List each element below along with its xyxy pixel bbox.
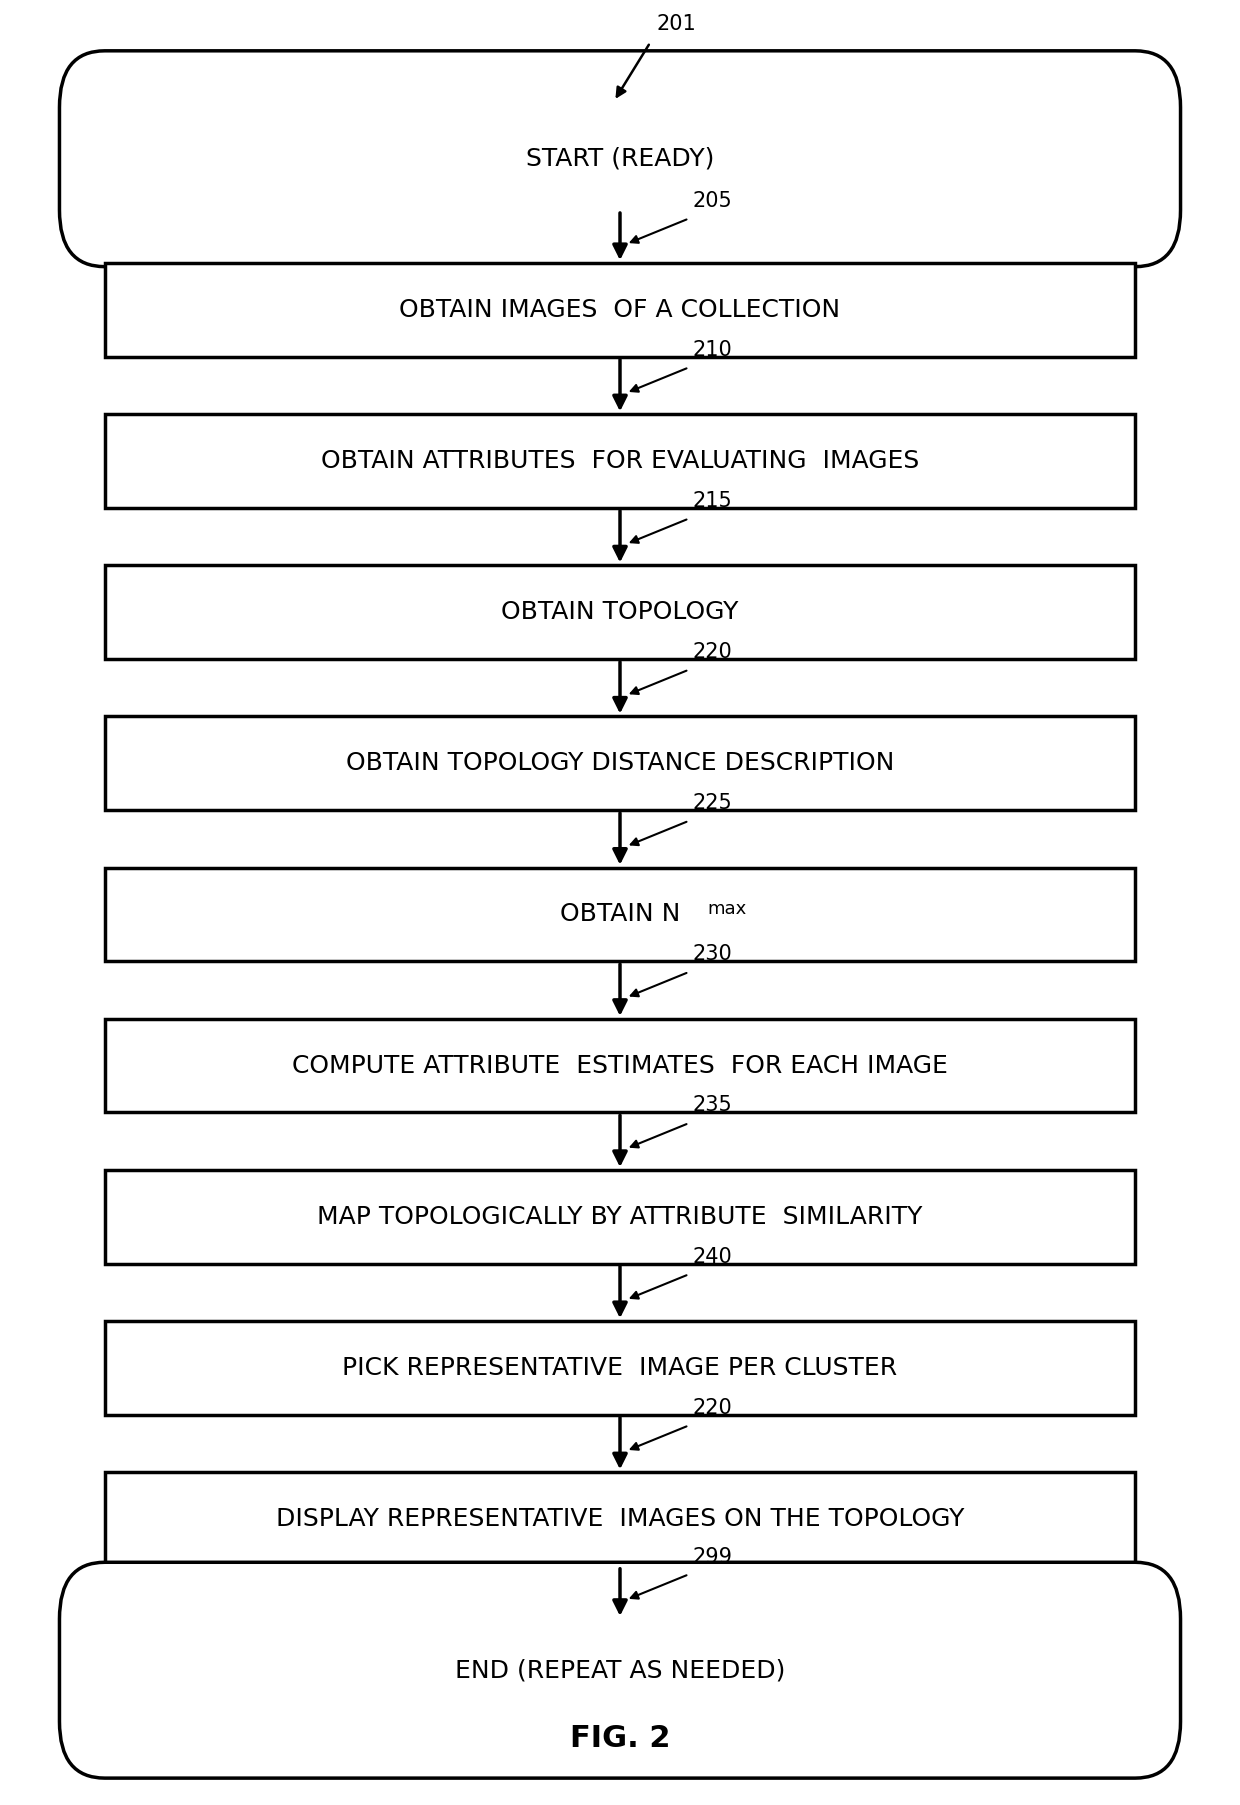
Text: 215: 215 xyxy=(693,491,733,511)
Bar xyxy=(105,1473,1135,1567)
Text: 299: 299 xyxy=(693,1547,733,1567)
Text: OBTAIN ATTRIBUTES  FOR EVALUATING  IMAGES: OBTAIN ATTRIBUTES FOR EVALUATING IMAGES xyxy=(321,449,919,473)
Bar xyxy=(105,413,1135,507)
Text: 201: 201 xyxy=(656,14,696,34)
Bar xyxy=(105,717,1135,810)
Bar xyxy=(105,868,1135,962)
Text: OBTAIN TOPOLOGY DISTANCE DESCRIPTION: OBTAIN TOPOLOGY DISTANCE DESCRIPTION xyxy=(346,751,894,776)
Text: 235: 235 xyxy=(693,1096,733,1115)
Text: 225: 225 xyxy=(693,792,733,814)
Bar xyxy=(105,565,1135,659)
Text: OBTAIN N: OBTAIN N xyxy=(559,902,681,926)
Text: 205: 205 xyxy=(693,191,733,211)
Bar xyxy=(105,264,1135,357)
FancyBboxPatch shape xyxy=(60,51,1180,267)
Text: FIG. 2: FIG. 2 xyxy=(569,1724,671,1753)
Text: COMPUTE ATTRIBUTE  ESTIMATES  FOR EACH IMAGE: COMPUTE ATTRIBUTE ESTIMATES FOR EACH IMA… xyxy=(293,1054,947,1078)
Text: 230: 230 xyxy=(693,944,733,964)
Bar xyxy=(105,1321,1135,1415)
Text: max: max xyxy=(707,901,746,919)
Text: MAP TOPOLOGICALLY BY ATTRIBUTE  SIMILARITY: MAP TOPOLOGICALLY BY ATTRIBUTE SIMILARIT… xyxy=(317,1204,923,1229)
Text: DISPLAY REPRESENTATIVE  IMAGES ON THE TOPOLOGY: DISPLAY REPRESENTATIVE IMAGES ON THE TOP… xyxy=(275,1507,965,1531)
Text: OBTAIN TOPOLOGY: OBTAIN TOPOLOGY xyxy=(501,601,739,625)
Text: START (READY): START (READY) xyxy=(526,146,714,171)
Text: 240: 240 xyxy=(693,1247,733,1267)
Text: END (REPEAT AS NEEDED): END (REPEAT AS NEEDED) xyxy=(455,1659,785,1682)
Text: OBTAIN IMAGES  OF A COLLECTION: OBTAIN IMAGES OF A COLLECTION xyxy=(399,298,841,321)
Bar xyxy=(105,1170,1135,1264)
Text: 210: 210 xyxy=(693,339,733,359)
Text: PICK REPRESENTATIVE  IMAGE PER CLUSTER: PICK REPRESENTATIVE IMAGE PER CLUSTER xyxy=(342,1356,898,1379)
Text: 220: 220 xyxy=(693,1397,733,1417)
FancyBboxPatch shape xyxy=(60,1563,1180,1778)
Text: 220: 220 xyxy=(693,643,733,662)
Bar xyxy=(105,1018,1135,1112)
